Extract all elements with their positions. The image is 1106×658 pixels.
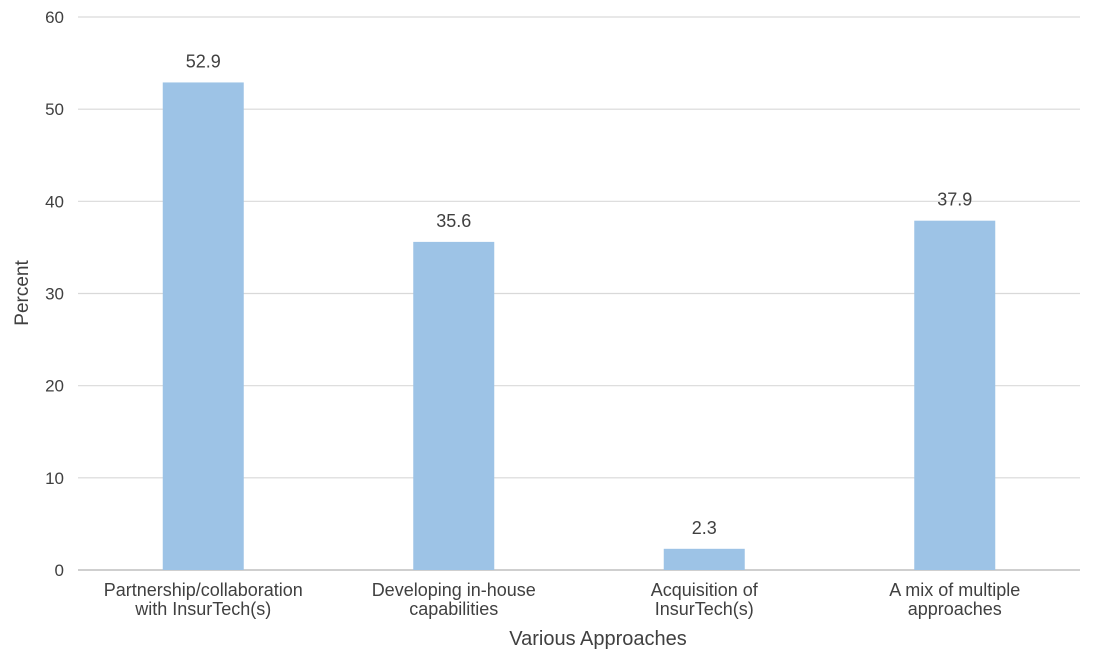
y-tick-label: 50 — [45, 100, 64, 119]
x-tick-label-line: capabilities — [409, 599, 498, 619]
y-axis-ticks: 0 10 20 30 40 50 60 — [45, 8, 64, 580]
y-tick-label: 0 — [55, 561, 64, 580]
bar — [162, 82, 244, 571]
x-axis-label: Various Approaches — [509, 628, 687, 650]
y-tick-label: 10 — [45, 469, 64, 488]
x-tick-label-line: approaches — [908, 599, 1002, 619]
gridlines — [78, 16, 1080, 571]
bar — [914, 220, 996, 570]
y-tick-label: 20 — [45, 377, 64, 396]
x-tick-label-line: Developing in-house — [372, 580, 536, 600]
bars — [162, 82, 996, 571]
data-label: 35.6 — [436, 211, 471, 231]
bar — [413, 241, 495, 571]
x-tick-label: A mix of multiple approaches — [889, 580, 1020, 619]
x-tick-label-line: Acquisition of — [651, 580, 759, 600]
x-tick-label: Partnership/collaboration with InsurTech(… — [104, 580, 303, 619]
data-label: 37.9 — [937, 190, 972, 210]
x-tick-label-line: InsurTech(s) — [655, 599, 754, 619]
x-tick-label-line: A mix of multiple — [889, 580, 1020, 600]
x-axis-ticks: Partnership/collaboration with InsurTech(… — [104, 580, 1021, 619]
x-tick-label: Developing in-house capabilities — [372, 580, 536, 619]
bar — [663, 548, 745, 570]
data-labels: 52.9 35.6 2.3 37.9 — [186, 51, 973, 537]
y-tick-label: 30 — [45, 285, 64, 304]
data-label: 52.9 — [186, 51, 221, 71]
x-tick-label: Acquisition of InsurTech(s) — [651, 580, 759, 619]
y-tick-label: 60 — [45, 8, 64, 27]
y-axis-label: Percent — [12, 260, 33, 326]
x-tick-label-line: Partnership/collaboration — [104, 580, 303, 600]
x-tick-label-line: with InsurTech(s) — [134, 599, 271, 619]
data-label: 2.3 — [692, 518, 717, 538]
y-tick-label: 40 — [45, 192, 64, 211]
